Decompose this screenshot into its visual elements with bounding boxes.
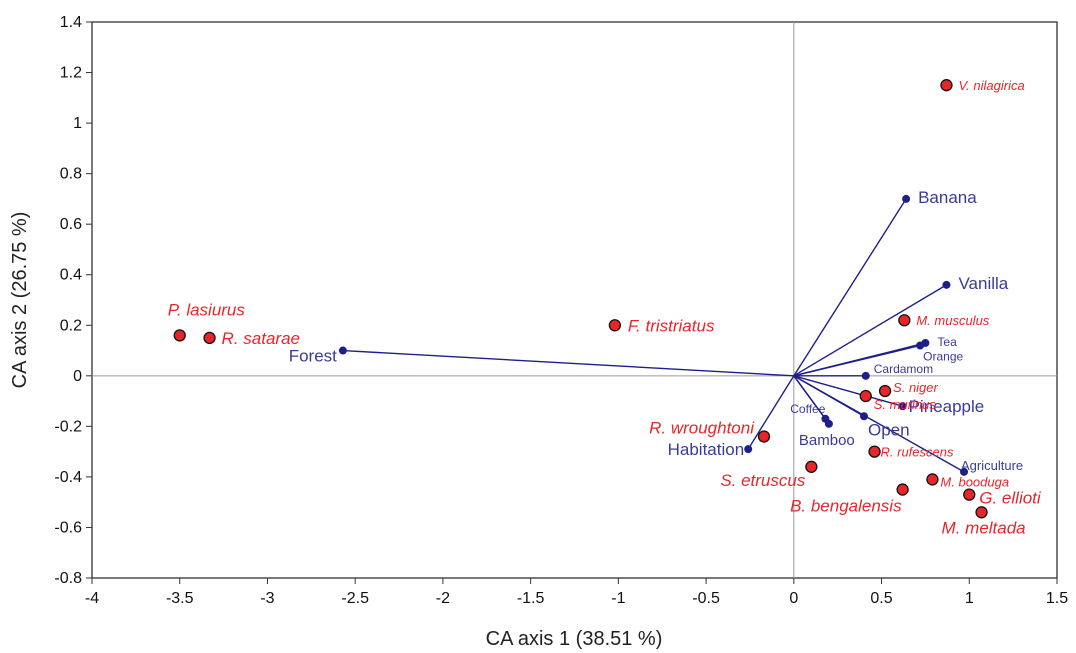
species-label: V. nilagirica: [958, 78, 1024, 93]
species-label: R. wroughtoni: [649, 418, 755, 437]
species-label: R. rufescens: [881, 445, 954, 460]
species-point: [805, 460, 818, 473]
x-tick-label: -1: [611, 590, 625, 607]
species-point: [940, 79, 953, 92]
env-point: [902, 194, 911, 203]
x-axis-title: CA axis 1 (38.51 %): [486, 628, 663, 650]
env-label: Coffee: [790, 402, 825, 416]
env-label: Bamboo: [799, 432, 855, 449]
env-point: [942, 280, 951, 289]
species-point: [868, 445, 881, 458]
species-point: [757, 430, 771, 443]
env-point: [338, 346, 347, 355]
env-label: Vanilla: [958, 274, 1008, 293]
y-tick-label: 1: [73, 115, 82, 132]
y-axis-title: CA axis 2 (26.75 %): [9, 212, 31, 389]
env-label: Cardamom: [874, 362, 933, 376]
env-vector: [793, 375, 903, 407]
x-tick-label: -3: [260, 590, 274, 607]
species-label: S. murinus: [874, 397, 937, 412]
species-point: [898, 314, 911, 327]
env-vector: [793, 198, 907, 377]
species-label: M. musculus: [916, 313, 989, 328]
y-tick-label: -0.2: [54, 418, 82, 435]
origin-crosshair: [92, 22, 1057, 578]
y-tick-label: 0.6: [60, 216, 82, 233]
env-label: Habitation: [668, 440, 745, 459]
env-label: Banana: [918, 188, 977, 207]
env-label: Orange: [923, 349, 963, 363]
env-vector: [747, 375, 795, 450]
y-tick-label: 0.4: [60, 267, 82, 284]
plot-area: [91, 21, 1058, 579]
x-tick-label: -0.5: [692, 590, 720, 607]
y-tick-label: -0.6: [54, 519, 82, 536]
env-point: [898, 402, 907, 411]
species-point: [859, 389, 872, 403]
x-tick-label: -3.5: [166, 590, 194, 607]
species-label: S. niger: [893, 380, 938, 395]
y-tick-label: 0.8: [60, 166, 82, 183]
env-point: [960, 467, 969, 476]
y-tick-label: -0.8: [54, 570, 82, 587]
x-tick-label: 0.5: [870, 590, 892, 607]
env-label: Agriculture: [961, 458, 1023, 473]
x-tick-label: -1.5: [517, 590, 545, 607]
environment-points: [338, 194, 969, 476]
env-vector: [793, 344, 921, 377]
env-vector: [793, 284, 947, 377]
env-point: [861, 371, 870, 380]
env-point: [744, 445, 753, 454]
species-label: R. satarae: [222, 329, 300, 348]
x-tick-label: 1.5: [1046, 590, 1068, 607]
species-points: [173, 79, 988, 519]
env-point: [916, 341, 925, 350]
env-vector: [342, 349, 794, 377]
species-point: [203, 331, 216, 345]
species-point: [975, 506, 988, 519]
env-label: Open: [868, 420, 910, 439]
species-point: [926, 473, 939, 486]
species-label: F. tristriatus: [628, 316, 715, 335]
y-tick-label: -0.4: [54, 469, 82, 486]
species-label: S. etruscus: [720, 471, 806, 490]
x-tick-label: 0: [789, 590, 798, 607]
species-point: [608, 319, 622, 332]
species-point: [173, 329, 186, 342]
env-vector: [793, 375, 965, 473]
env-label: Tea: [937, 335, 957, 349]
environment-vectors: [342, 198, 965, 473]
x-tick-label: -2.5: [341, 590, 369, 607]
species-point: [896, 483, 909, 496]
species-label: P. lasiurus: [168, 300, 246, 319]
env-label: Pineapple: [909, 397, 985, 416]
y-tick-label: 0: [73, 368, 82, 385]
species-point: [878, 384, 892, 398]
x-tick-label: -4: [85, 590, 99, 607]
x-tick-label: 1: [965, 590, 974, 607]
species-label: B. bengalensis: [790, 497, 902, 516]
env-label: Forest: [289, 347, 337, 366]
species-label: M. booduga: [940, 474, 1009, 489]
y-tick-label: 0.2: [60, 317, 82, 334]
x-tick-label: -2: [436, 590, 450, 607]
species-point: [963, 488, 976, 501]
y-tick-label: 1.2: [60, 65, 82, 82]
species-label: G. ellioti: [979, 489, 1042, 508]
axis-ticks: -4 -3.5 -3 -2.5 -2 -1.5 -1 -0.5 0 0.5 1 1.5 1.4 1.2 1 0…: [54, 14, 1068, 607]
y-tick-label: 1.4: [60, 14, 82, 31]
env-point: [824, 419, 833, 428]
species-label: M. meltada: [942, 518, 1026, 537]
env-point: [860, 412, 868, 421]
